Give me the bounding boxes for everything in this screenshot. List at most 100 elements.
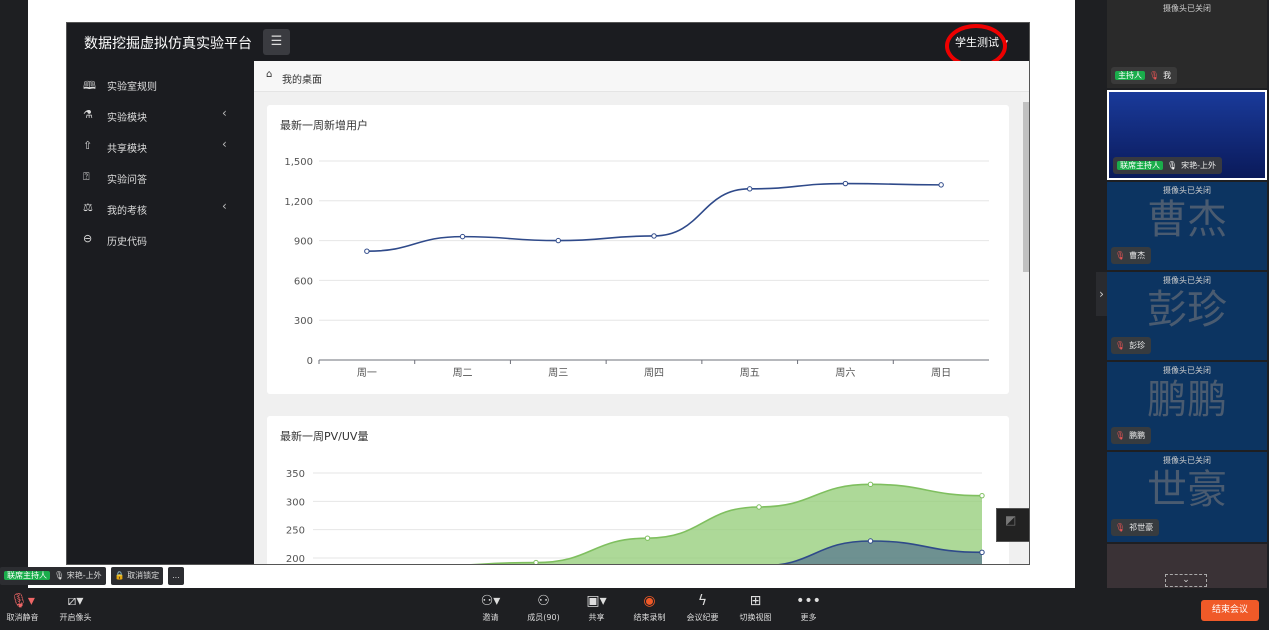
lightning-icon: ϟ [697, 593, 708, 609]
sidebar-item-history[interactable]: ⊖ 历史代码 [67, 224, 254, 254]
y-tick-label: 1,500 [284, 157, 313, 168]
participant-name: 宋艳-上外 [1181, 161, 1217, 170]
add-user-icon: ⚇▾ [480, 593, 501, 609]
label: 共享 [588, 613, 605, 622]
more-options-button[interactable]: ... [168, 567, 184, 585]
sidebar-item-label: 实验室规则 [107, 82, 157, 93]
stop-recording-button[interactable]: ◉ 结束录制 [623, 592, 676, 623]
breadcrumb-label: 我的桌面 [282, 75, 322, 86]
label: 取消静音 [6, 613, 39, 622]
active-speaker: 联席主持人 🎙 宋艳-上外 [0, 567, 106, 585]
participant-label: 🎙 彭珍 [1111, 337, 1152, 354]
sidebar-item-label: 共享模块 [107, 144, 147, 155]
y-tick-label: 200 [286, 554, 305, 565]
data-point [533, 559, 539, 564]
data-point [979, 549, 985, 556]
y-tick-label: 900 [294, 237, 313, 248]
unmute-button[interactable]: 🎙▾ 取消静音 [0, 592, 49, 623]
switch-view-button[interactable]: ⊞ 切换视图 [729, 592, 782, 623]
mic-muted-icon: 🎙 [1115, 431, 1126, 440]
data-point [651, 233, 657, 239]
code-icon: ⊖ [83, 232, 93, 245]
role-badge: 主持人 [1115, 71, 1145, 80]
participant-label: 🎙 曹杰 [1111, 247, 1152, 264]
speaker-name: 宋艳-上外 [66, 571, 102, 580]
chart-card-new-users: 最新一周新增用户 0 300 600 900 1,200 1,500 周一 周二 周三 周四 周五 周… [267, 105, 1009, 394]
camera-button[interactable]: ⧄▾ 开启像头 [49, 592, 102, 623]
sidebar-item-shared[interactable]: ⇧ 共享模块 ‹ [67, 131, 254, 161]
participant-tile[interactable]: 曹杰 摄像头已关闭 🎙 曹杰 [1107, 182, 1267, 270]
data-point [756, 504, 762, 510]
mic-muted-icon: 🎙 [1149, 71, 1160, 80]
pv-uv-chart: 200 250 300 350 [286, 469, 985, 565]
name-watermark: 彭珍 [1147, 287, 1227, 333]
data-point [938, 182, 944, 188]
label: 会议纪要 [686, 613, 719, 622]
sidebar-item-exam[interactable]: ⚖ 我的考核 ‹ [67, 193, 254, 223]
label: 更多 [800, 613, 817, 622]
scrollbar-thumb[interactable] [1023, 102, 1029, 272]
participant-name: 彭珍 [1129, 341, 1146, 350]
unlock-label: 取消锁定 [127, 571, 160, 580]
sidebar-item-qa[interactable]: ⍰ 实验问答 [67, 162, 254, 192]
mic-icon: 🎙 [1167, 161, 1178, 170]
role-badge: 联席主持人 [1117, 161, 1163, 170]
sidebar-item-rules[interactable]: 🕮 实验室规则 [67, 69, 254, 99]
more-icon: ••• [796, 593, 821, 609]
record-icon: ◉ [643, 593, 656, 609]
app-window: 数据挖掘虚拟仿真实验平台 ☰ 学生测试 ▾ 🕮 实验室规则 ⚗ 实验模块 ‹ ⇧ 共享模… [66, 22, 1030, 565]
scrollbar[interactable] [1021, 92, 1029, 564]
chevron-down-icon[interactable]: ⌄ [1165, 574, 1207, 587]
x-tick-label: 周二 [453, 367, 473, 379]
unlock-button[interactable]: 🔒 取消锁定 [110, 567, 164, 585]
main-content: ⌂ 我的桌面 最新一周新增用户 0 300 600 900 1,200 1,500 周一 周二 周… [254, 61, 1029, 565]
camera-off-icon: ⧄▾ [67, 593, 84, 609]
end-meeting-button[interactable]: 结束会议 [1201, 600, 1259, 621]
chart-title: 最新一周PV/UV量 [280, 430, 369, 443]
data-point [979, 492, 985, 499]
y-tick-label: 250 [286, 526, 305, 537]
collapse-panel-button[interactable]: › [1096, 272, 1107, 316]
invite-button[interactable]: ⚇▾ 邀请 [464, 592, 517, 623]
members-button[interactable]: ⚇ 成员(90) [517, 592, 570, 623]
minutes-button[interactable]: ϟ 会议纪要 [676, 592, 729, 623]
sidebar: 🕮 实验室规则 ⚗ 实验模块 ‹ ⇧ 共享模块 ‹ ⍰ 实验问答 ⚖ 我的考核 ‹ ⊖ 历史代码 [67, 61, 254, 564]
participant-tile[interactable]: 世豪 摄像头已关闭 🎙 祁世豪 [1107, 452, 1267, 542]
breadcrumb[interactable]: ⌂ 我的桌面 [254, 61, 1029, 92]
data-point [867, 538, 874, 544]
camera-off-text: 摄像头已关闭 [1163, 4, 1211, 13]
new-users-chart: 0 300 600 900 1,200 1,500 周一 周二 周三 周四 周五 周六 周日 [284, 157, 989, 379]
scale-icon: ⚖ [83, 201, 93, 214]
more-button[interactable]: ••• 更多 [782, 592, 835, 623]
name-watermark: 曹杰 [1147, 197, 1227, 243]
chevron-left-icon: ‹ [222, 106, 227, 120]
header: 数据挖掘虚拟仿真实验平台 ☰ 学生测试 ▾ [67, 23, 1029, 68]
x-tick-label: 周五 [740, 367, 760, 379]
data-point [555, 237, 561, 244]
participant-tile[interactable]: 联席主持人 🎙 宋艳-上外 [1107, 90, 1267, 180]
x-tick-label: 周三 [548, 367, 568, 379]
chevron-right-icon: › [1099, 287, 1104, 301]
participant-tile[interactable]: 鹏鹏 摄像头已关闭 🎙 鹏鹏 [1107, 362, 1267, 450]
sidebar-item-label: 历史代码 [107, 237, 147, 248]
share-button[interactable]: ▣▾ 共享 [570, 592, 623, 623]
mic-muted-icon: 🎙▾ [10, 593, 35, 609]
share-icon: ⇧ [83, 139, 93, 152]
name-watermark: 鹏鹏 [1147, 377, 1227, 423]
x-tick-label: 周一 [357, 367, 377, 379]
y-tick-label: 300 [286, 497, 305, 508]
data-point [842, 180, 849, 187]
participant-tile[interactable]: 摄像头已关闭 主持人 🎙 我 [1107, 0, 1267, 88]
users-icon: ⚇ [537, 593, 550, 609]
sidebar-item-modules[interactable]: ⚗ 实验模块 ‹ [67, 100, 254, 130]
floating-widget[interactable]: ◩ [996, 508, 1029, 542]
chevron-left-icon: ‹ [222, 199, 227, 213]
participant-label: 主持人 🎙 我 [1111, 67, 1178, 84]
x-tick-label: 周四 [644, 367, 664, 379]
speaker-bar: 联席主持人 🎙 宋艳-上外 🔒 取消锁定 ... [0, 567, 184, 585]
participant-tile[interactable]: 彭珍 摄像头已关闭 🎙 彭珍 [1107, 272, 1267, 360]
data-point [459, 233, 466, 240]
grid-icon: ⊞ [749, 593, 762, 609]
menu-toggle-button[interactable]: ☰ [263, 29, 290, 55]
